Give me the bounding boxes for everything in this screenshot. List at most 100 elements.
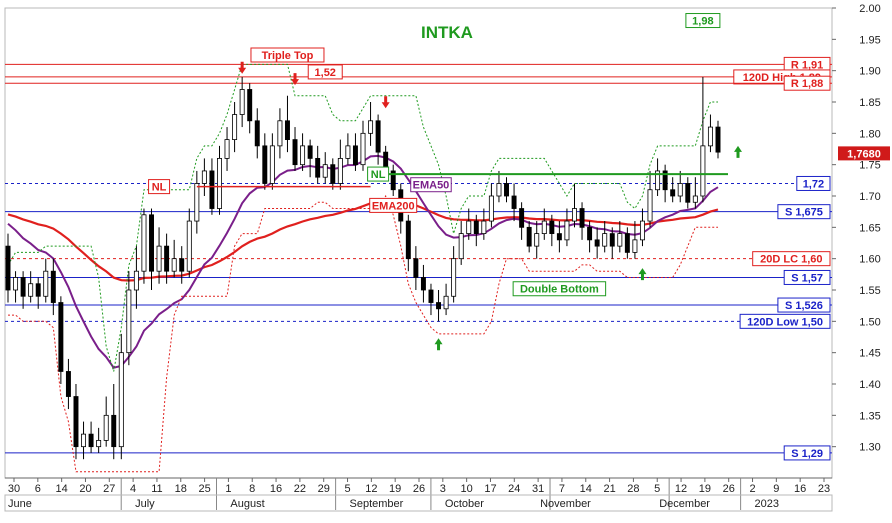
candle-body: [413, 258, 419, 278]
candle-body: [360, 132, 366, 166]
x-tick-label: 20: [79, 483, 91, 495]
candle-body: [405, 220, 411, 260]
x-tick-label: 7: [559, 483, 565, 495]
x-tick-label: 26: [723, 483, 735, 495]
candle-body: [292, 139, 298, 166]
candle-body: [390, 170, 396, 191]
candle-body: [194, 183, 200, 222]
x-tick-label: 23: [818, 483, 830, 495]
level-label-box: [783, 269, 831, 285]
y-tick-label: 1.40: [859, 379, 880, 391]
candle-body: [443, 295, 449, 310]
candle-body: [201, 170, 207, 184]
candle-body: [511, 195, 517, 209]
last-price-box: [838, 146, 890, 161]
x-tick-label: 27: [103, 483, 115, 495]
annotation-box: [250, 47, 325, 63]
green-up-arrow: [638, 268, 647, 281]
level-label-box: [777, 204, 831, 220]
candle-body: [81, 433, 87, 448]
candle-body: [35, 283, 41, 297]
y-tick-label: 1.50: [859, 316, 880, 328]
x-tick-label: 12: [675, 483, 687, 495]
candle-body: [217, 157, 222, 209]
level-label: R 1,88: [791, 78, 823, 90]
x-month-label: November: [540, 498, 591, 510]
y-tick-label: 1.60: [859, 254, 880, 266]
x-tick-label: 24: [508, 483, 520, 495]
candle-body: [307, 145, 313, 159]
candle-body: [655, 170, 661, 191]
candle-body: [352, 145, 358, 166]
red-down-arrow: [291, 73, 300, 86]
annotation-box: [307, 64, 343, 80]
x-tick-label: 8: [249, 483, 255, 495]
x-tick-label: 22: [294, 483, 306, 495]
annotation-label: Double Bottom: [520, 284, 599, 296]
last-price-label: 1,7680: [847, 148, 881, 160]
x-month-label: August: [230, 498, 264, 510]
candle-body: [232, 114, 238, 140]
x-tick-label: 14: [580, 483, 592, 495]
candle-body: [473, 220, 479, 234]
y-tick-label: 1.35: [859, 410, 880, 422]
trailing-stop-red: [8, 194, 718, 473]
candle-body: [602, 233, 608, 247]
x-tick-label: 3: [440, 483, 446, 495]
candle-body: [572, 208, 577, 222]
candle-body: [300, 145, 306, 166]
candle-body: [564, 220, 570, 241]
annotation-box: [410, 177, 452, 193]
candle-body: [496, 183, 502, 197]
candle-body: [28, 283, 34, 297]
candle-body: [322, 164, 328, 178]
y-tick-label: 1.30: [859, 442, 880, 454]
level-label: 1,72: [803, 178, 824, 190]
green-up-arrow: [734, 145, 742, 158]
candle-body: [58, 302, 64, 372]
candle-body: [171, 258, 177, 272]
candle-body: [118, 352, 124, 448]
candle-body: [685, 183, 691, 203]
x-tick-label: 12: [365, 483, 377, 495]
candle-body: [662, 170, 668, 191]
red-down-arrow: [238, 61, 247, 74]
annotation-label: NL: [371, 169, 386, 181]
level-label-box: [783, 75, 831, 91]
y-tick-label: 1.70: [859, 191, 880, 203]
red-down-arrow: [381, 96, 390, 109]
x-tick-label: 14: [56, 483, 68, 495]
candle-body: [436, 302, 442, 310]
trailing-stop-green: [7, 63, 718, 372]
x-month-label: September: [350, 498, 404, 510]
chart-title: INTKA: [421, 23, 473, 42]
month-row-frame: [4, 494, 833, 512]
candle-body: [451, 258, 457, 297]
y-tick-label: 1.95: [859, 34, 880, 46]
candle-body: [337, 157, 343, 184]
candle-body: [368, 120, 374, 134]
candle-body: [186, 220, 192, 272]
candle-body: [209, 170, 215, 209]
x-tick-label: 28: [627, 483, 639, 495]
level-label-box: [796, 175, 831, 191]
candle-body: [156, 245, 162, 272]
y-tick-label: 1.65: [859, 222, 880, 234]
candle-body: [707, 126, 713, 147]
annotation-box: [148, 179, 171, 195]
level-label-box: [777, 297, 831, 313]
candle-body: [579, 208, 585, 228]
candle-body: [247, 89, 253, 122]
candle-body: [692, 195, 698, 203]
candle-body: [617, 233, 623, 247]
candle-body: [284, 120, 290, 141]
x-tick-label: 19: [389, 483, 401, 495]
candle-body: [534, 233, 540, 247]
candle-body: [700, 145, 706, 197]
candle-body: [50, 270, 56, 303]
x-tick-label: 6: [35, 483, 41, 495]
candle-body: [164, 245, 170, 272]
annotation-label: 1,98: [692, 16, 713, 28]
